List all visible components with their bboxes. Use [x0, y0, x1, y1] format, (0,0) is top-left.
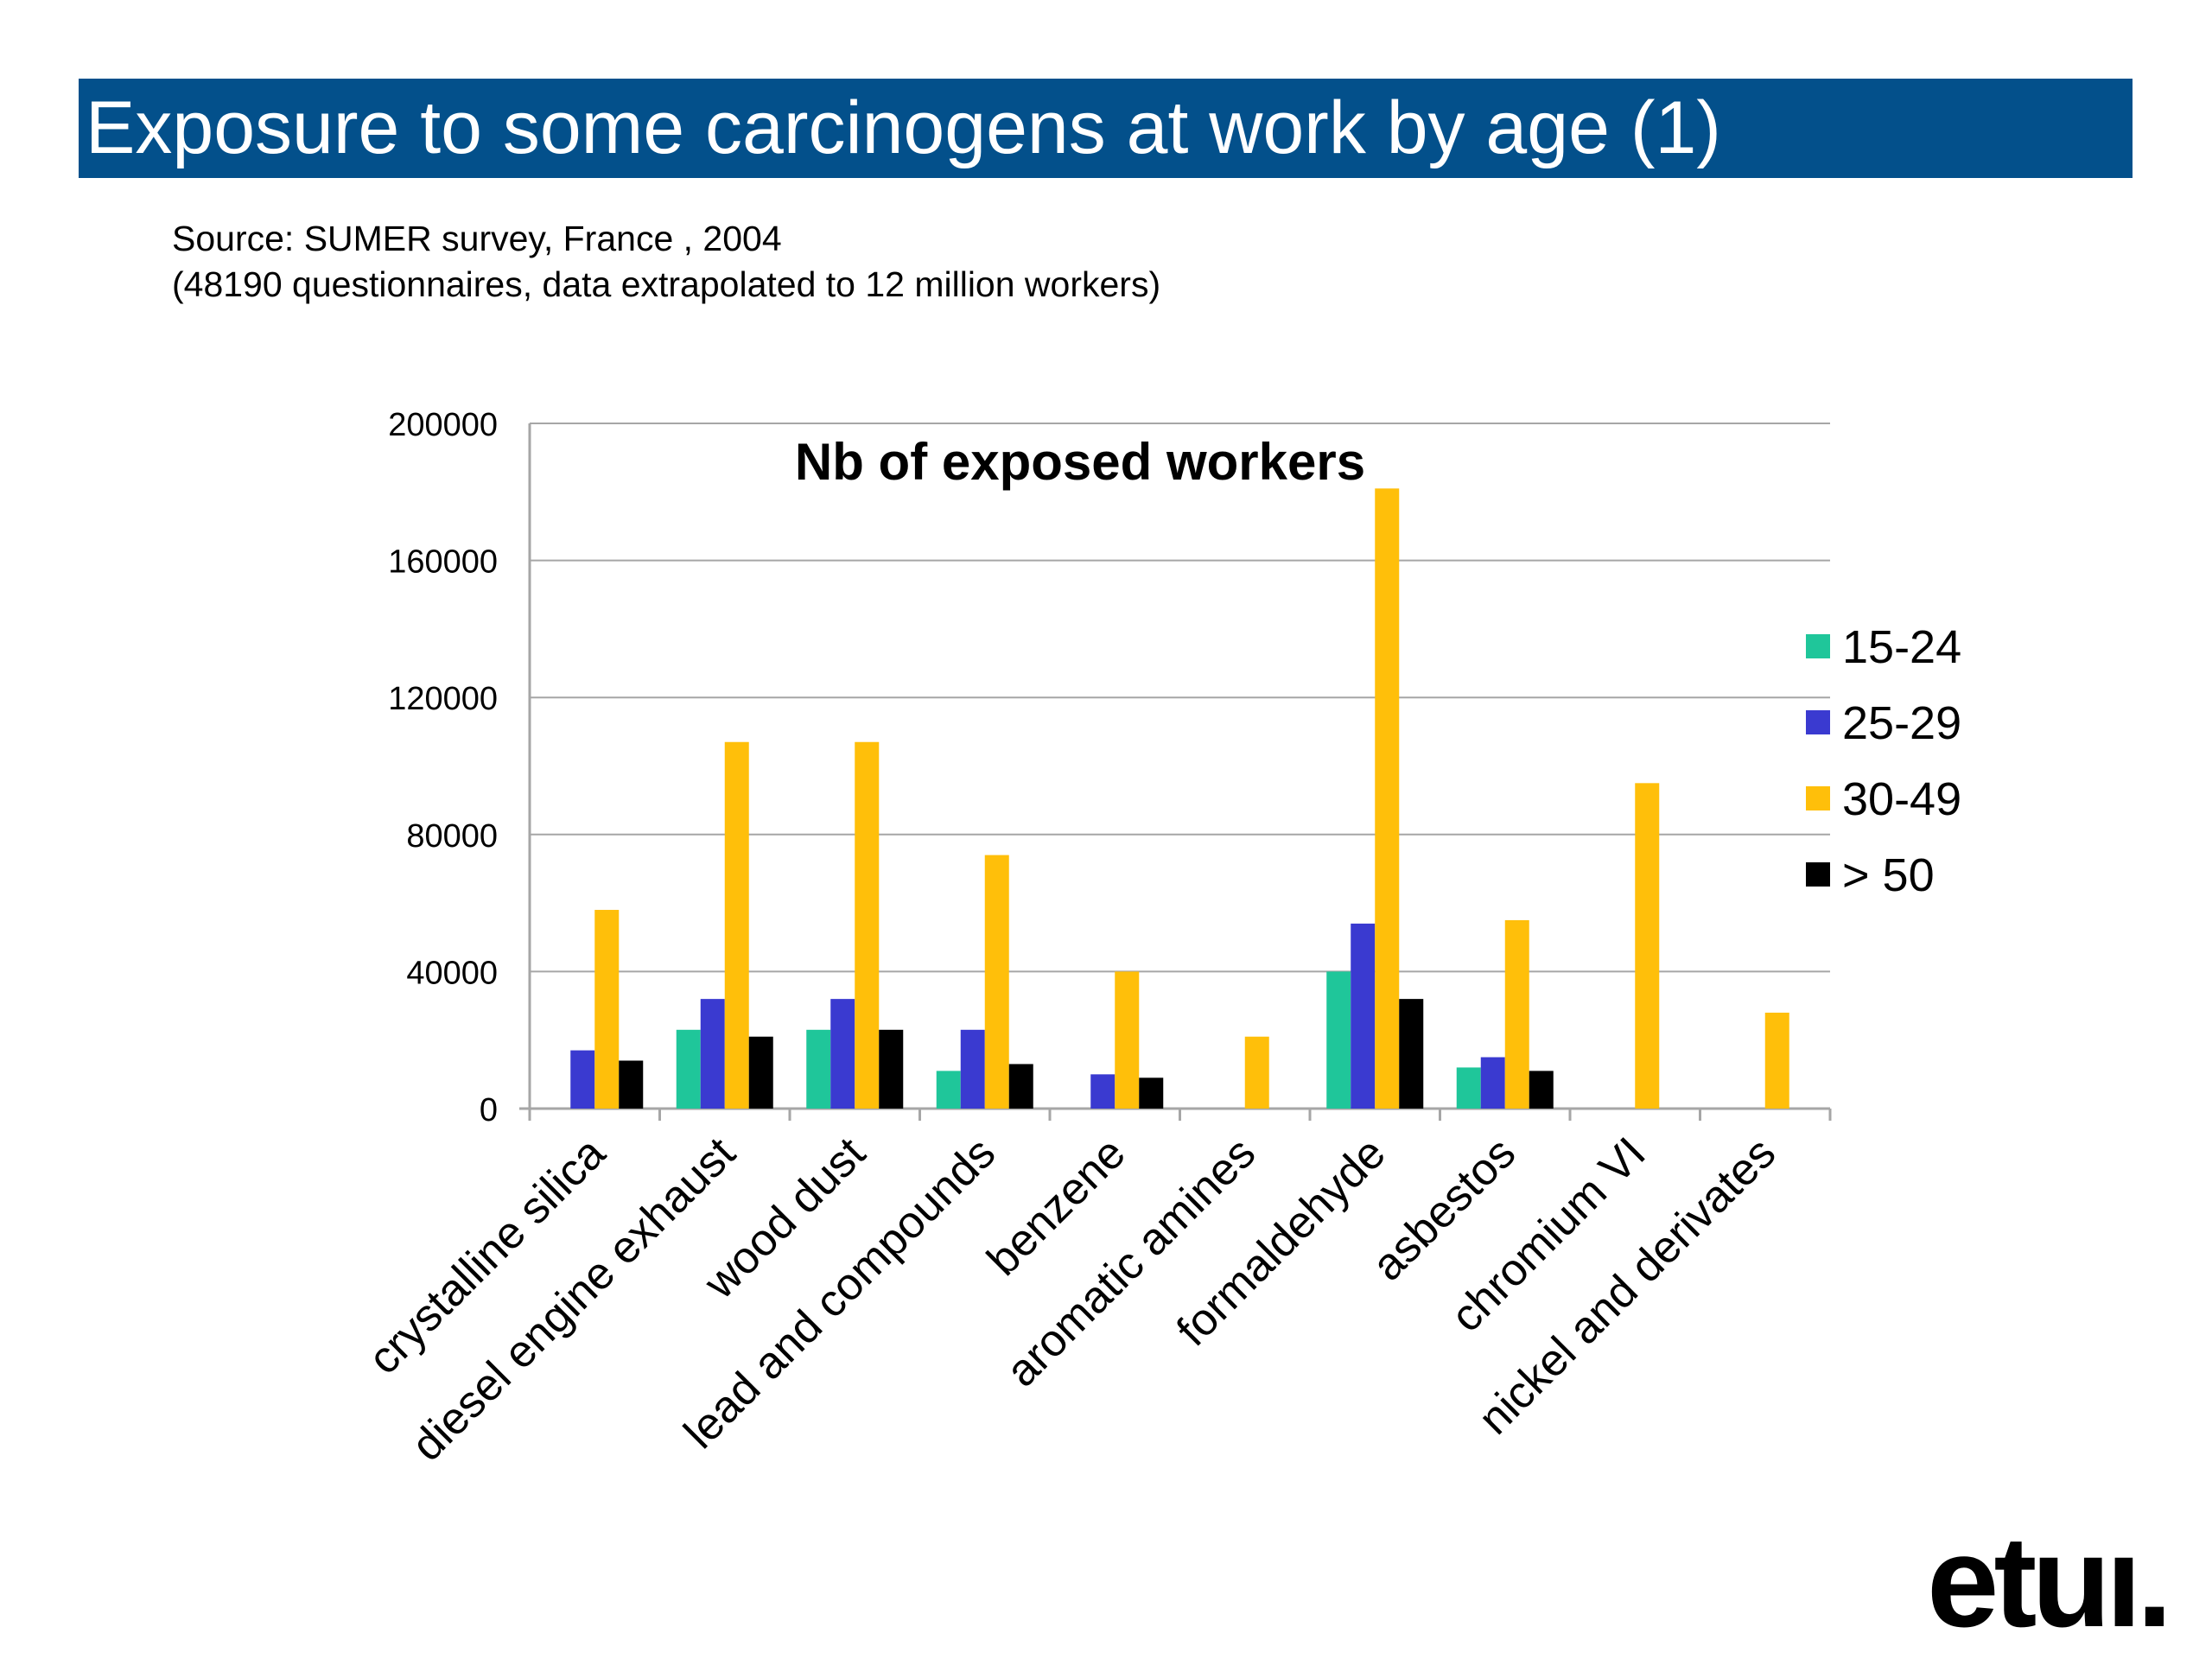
title-bar: Exposure to some carcinogens at work by … — [79, 79, 2133, 178]
legend-label: 15-24 — [1842, 621, 1961, 673]
bar-50-4 — [1139, 1077, 1164, 1109]
bar-3049-0 — [594, 910, 620, 1109]
bar-50-3 — [1008, 1064, 1033, 1109]
bar-3049-3 — [984, 855, 1009, 1109]
y-tick-label: 40000 — [406, 955, 498, 991]
legend-swatch — [1806, 710, 1830, 734]
bar-2529-2 — [830, 999, 855, 1109]
bar-2529-0 — [570, 1050, 595, 1109]
bar-1524-6 — [1326, 971, 1351, 1109]
bar-2529-7 — [1480, 1057, 1505, 1109]
bar-1524-1 — [676, 1029, 701, 1109]
etui-logo: etuı. — [1927, 1509, 2172, 1654]
chart-title: Nb of exposed workers — [795, 433, 1365, 491]
legend-label: 25-29 — [1842, 697, 1961, 749]
page-title: Exposure to some carcinogens at work by … — [86, 86, 1721, 169]
y-tick-label: 120000 — [388, 681, 498, 717]
bar-3049-5 — [1244, 1036, 1269, 1109]
legend-swatch — [1806, 862, 1830, 887]
y-tick-label: 160000 — [388, 544, 498, 581]
bar-50-0 — [619, 1060, 644, 1109]
bar-3049-4 — [1115, 971, 1140, 1109]
bar-3049-8 — [1635, 783, 1660, 1109]
source-line-2: (48190 questionnaires, data extrapolated… — [172, 264, 1161, 304]
bar-1524-2 — [806, 1029, 831, 1109]
bar-3049-9 — [1764, 1012, 1789, 1109]
bar-2529-3 — [960, 1029, 985, 1109]
bar-2529-4 — [1090, 1074, 1116, 1109]
legend-swatch — [1806, 634, 1830, 658]
bar-1524-7 — [1456, 1067, 1481, 1109]
legend-label: 30-49 — [1842, 773, 1961, 825]
y-tick-label: 0 — [480, 1092, 498, 1128]
y-tick-label: 80000 — [406, 818, 498, 855]
bar-50-2 — [879, 1029, 904, 1109]
bar-3049-7 — [1504, 919, 1529, 1109]
bar-3049-6 — [1375, 488, 1400, 1109]
bar-50-1 — [748, 1036, 773, 1109]
bar-50-6 — [1399, 999, 1424, 1109]
source-line-1: Source: SUMER survey, France , 2004 — [172, 219, 782, 258]
bar-50-7 — [1529, 1071, 1554, 1109]
legend-swatch — [1806, 786, 1830, 810]
bar-1524-3 — [936, 1071, 961, 1109]
source-note: Source: SUMER survey, France , 2004 (481… — [172, 216, 1160, 308]
y-tick-label: 200000 — [388, 407, 498, 443]
bar-2529-6 — [1351, 923, 1376, 1109]
legend-label: > 50 — [1842, 849, 1935, 901]
bar-2529-1 — [700, 999, 725, 1109]
x-category-label: crystalline silica — [359, 1128, 614, 1383]
bar-3049-1 — [724, 741, 749, 1109]
bar-3049-2 — [855, 741, 880, 1109]
